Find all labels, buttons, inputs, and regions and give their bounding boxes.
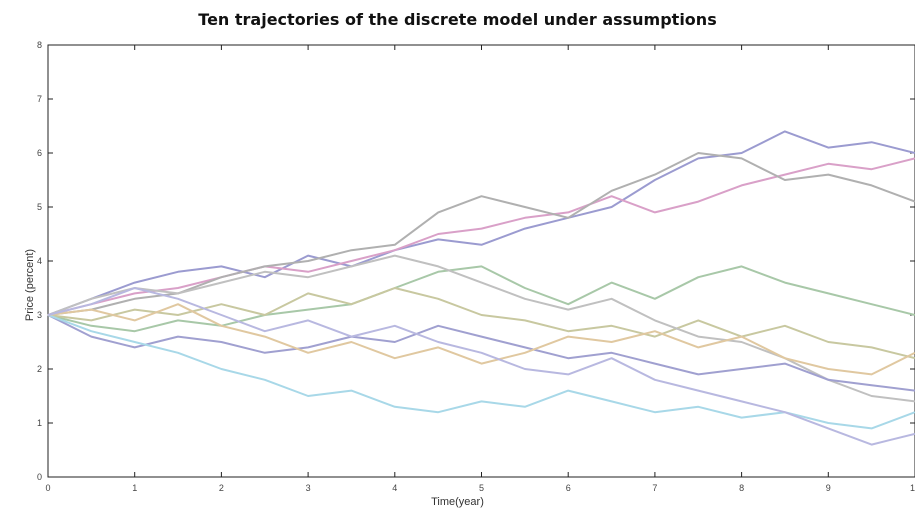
x-tick-label: 4: [392, 483, 397, 493]
x-tick-label: 6: [566, 483, 571, 493]
y-tick-label: 3: [37, 310, 42, 320]
y-tick-label: 0: [37, 472, 42, 482]
x-tick-label: 3: [306, 483, 311, 493]
series-line-6: [47, 254, 915, 403]
y-tick-label: 7: [37, 94, 42, 104]
y-tick-label: 1: [37, 418, 42, 428]
y-tick-label: 5: [37, 202, 42, 212]
x-tick-label: 7: [652, 483, 657, 493]
series-line-9: [47, 303, 915, 376]
x-tick-label: 9: [826, 483, 831, 493]
y-tick-label: 2: [37, 364, 42, 374]
y-tick-label: 8: [37, 40, 42, 50]
x-tick-label: 8: [739, 483, 744, 493]
x-tick-label: 5: [479, 483, 484, 493]
y-tick-label: 4: [37, 256, 42, 266]
y-tick-label: 6: [37, 148, 42, 158]
series-line-8: [47, 314, 915, 430]
series-line-1: [47, 130, 915, 316]
series-line-4: [47, 265, 915, 333]
x-tick-label: 10: [910, 483, 915, 493]
series-line-2: [47, 157, 915, 316]
x-tick-label: 0: [45, 483, 50, 493]
x-tick-label: 1: [132, 483, 137, 493]
x-tick-label: 2: [219, 483, 224, 493]
x-axis-label: Time(year): [431, 496, 484, 508]
series-line-3: [47, 152, 915, 316]
plot-area: [47, 44, 915, 478]
series-line-7: [47, 314, 915, 392]
chart-title: Ten trajectories of the discrete model u…: [198, 10, 717, 29]
series-lines: [47, 130, 915, 446]
series-line-10: [47, 287, 915, 446]
